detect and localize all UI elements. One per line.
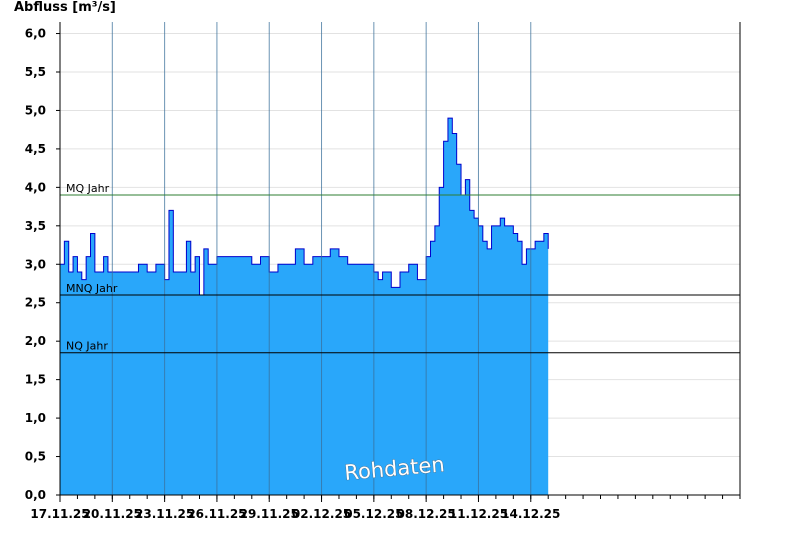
y-tick-label: 4,0 — [25, 180, 46, 194]
y-tick-label: 4,5 — [25, 142, 46, 156]
y-tick-label: 2,5 — [25, 296, 46, 310]
x-tick-label: 29.11.25 — [240, 507, 299, 521]
discharge-area — [60, 118, 549, 495]
axes — [56, 22, 741, 502]
y-tick-label: 0,5 — [25, 450, 46, 464]
x-tick-label: 26.11.25 — [187, 507, 246, 521]
reference-line-label: NQ Jahr — [66, 340, 108, 353]
reference-lines: MQ Jahr MNQ Jahr NQ Jahr — [60, 182, 740, 354]
x-tick-label: 08.12.25 — [397, 507, 456, 521]
x-tick-label: 02.12.25 — [292, 507, 351, 521]
y-tick-label: 2,0 — [25, 334, 46, 348]
y-tick-label: 3,0 — [25, 257, 46, 271]
y-tick-label: 5,0 — [25, 103, 46, 117]
x-tick-label: 14.12.25 — [501, 507, 560, 521]
reference-line-label: MNQ Jahr — [66, 282, 118, 295]
discharge-line — [60, 117, 549, 296]
x-tick-label: 20.11.25 — [83, 507, 142, 521]
y-tick-label: 1,0 — [25, 411, 46, 425]
reference-line-label: MQ Jahr — [66, 182, 110, 195]
tick-labels: 0,0 0,5 1,0 1,5 2,0 2,5 3,0 3,5 4,0 4,5 5,0 5,5 6,0 1… — [25, 27, 561, 521]
y-tick-label: 3,5 — [25, 219, 46, 233]
y-tick-label: 0,0 — [25, 488, 46, 502]
y-tick-label: 1,5 — [25, 373, 46, 387]
x-tick-label: 17.11.25 — [30, 507, 89, 521]
y-tick-label: 5,5 — [25, 65, 46, 79]
x-tick-label: 11.12.25 — [449, 507, 508, 521]
x-tick-label: 23.11.25 — [135, 507, 194, 521]
y-axis-title: Abfluss [m³/s] — [14, 0, 116, 15]
y-tick-label: 6,0 — [25, 27, 46, 41]
plot-area — [60, 117, 549, 495]
x-tick-label: 05.12.25 — [344, 507, 403, 521]
